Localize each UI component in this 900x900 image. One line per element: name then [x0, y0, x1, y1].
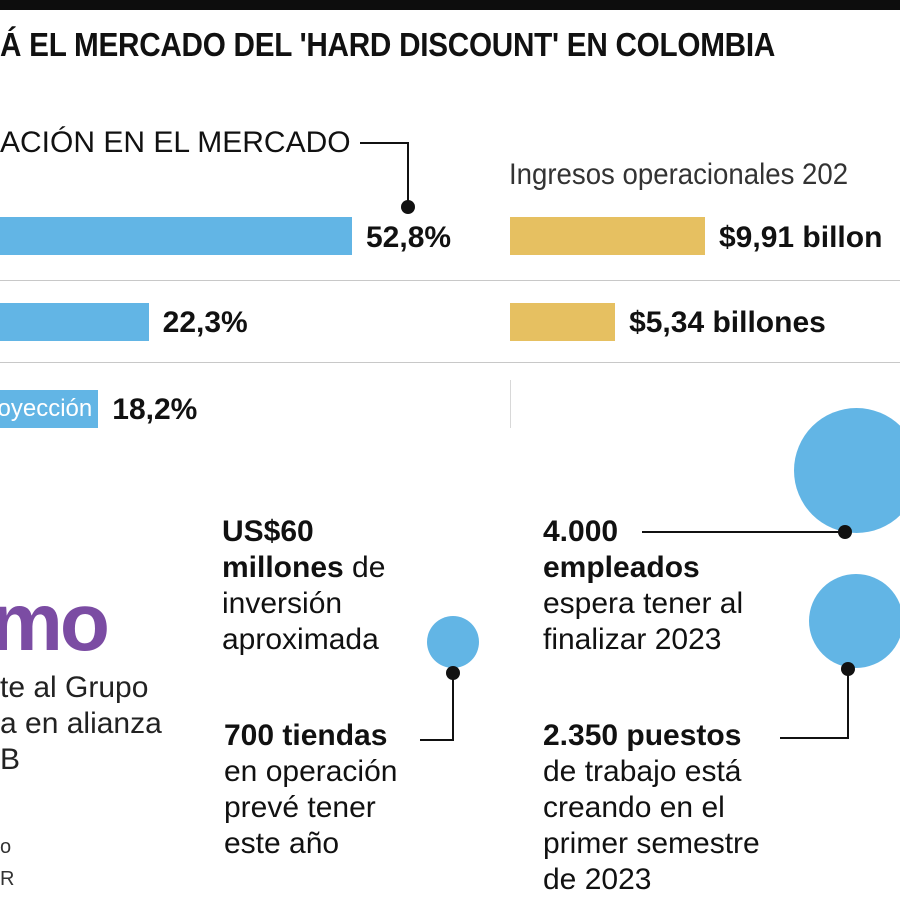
investment-line4: aproximada	[222, 623, 379, 656]
jobs-line5: de 2023	[543, 863, 652, 896]
stores-line3: prevé tener	[224, 791, 376, 824]
stores-line4: este año	[224, 827, 340, 860]
title-leader-v	[407, 142, 409, 206]
employees-leader-h	[642, 531, 842, 533]
revenue-value-2: $5,34 billones	[629, 306, 826, 339]
jobs-leader-v	[847, 668, 849, 738]
title-leader-dot	[401, 200, 415, 214]
stores-bubble	[427, 616, 479, 668]
stores-count: 700 tiendas	[224, 719, 388, 752]
jobs-line2: de trabajo está	[543, 755, 742, 788]
revenue-bar-1	[510, 217, 705, 255]
employees-fact: 4.000 empleados espera tener al finaliza…	[543, 514, 743, 658]
credit-line-2: R	[0, 868, 15, 890]
share-value-1: 52,8%	[366, 221, 452, 254]
top-rule	[0, 0, 900, 10]
share-value-3: 18,2%	[112, 393, 198, 426]
jobs-bubble	[809, 574, 900, 668]
company-logo: mo	[0, 577, 110, 668]
stores-line2: en operación	[224, 755, 398, 788]
investment-amount: US$60	[222, 515, 314, 548]
jobs-line4: primer semestre	[543, 827, 760, 860]
investment-connector: de	[343, 551, 386, 584]
column-divider	[510, 380, 511, 428]
company-note-3: B	[0, 743, 21, 776]
share-value-2: 22,3%	[162, 306, 248, 339]
employees-line4: finalizar 2023	[543, 623, 722, 656]
page-title: Á EL MERCADO DEL 'HARD DISCOUNT' EN COLO…	[0, 26, 776, 63]
revenue-value-1: $9,91 billon	[719, 221, 883, 254]
credit-line-1: o	[0, 836, 12, 858]
company-note-2: a en alianza	[0, 707, 162, 740]
row-divider-2	[0, 362, 900, 363]
share-bar-3: oyección	[0, 390, 99, 428]
projection-label: oyección	[0, 395, 93, 422]
share-bar-1	[0, 217, 352, 255]
stores-fact: 700 tiendas en operación prevé tener est…	[224, 718, 397, 862]
revenue-bar-2	[510, 303, 616, 341]
stores-leader-v	[452, 672, 454, 740]
share-bar-2	[0, 303, 149, 341]
row-divider-1	[0, 280, 900, 281]
jobs-count: 2.350 puestos	[543, 719, 742, 752]
jobs-leader-h	[780, 737, 849, 739]
jobs-fact: 2.350 puestos de trabajo está creando en…	[543, 718, 760, 898]
employees-unit: empleados	[543, 551, 700, 584]
employees-count: 4.000	[543, 515, 619, 548]
jobs-line3: creando en el	[543, 791, 725, 824]
investment-unit: millones	[222, 551, 344, 584]
investment-line3: inversión	[222, 587, 343, 620]
company-note-1: te al Grupo	[0, 671, 149, 704]
market-share-title: ACIÓN EN EL MERCADO	[0, 126, 351, 159]
revenue-title: Ingresos operacionales 202	[509, 158, 849, 191]
stores-leader-h	[420, 739, 454, 741]
employees-bubble	[794, 408, 900, 533]
employees-dot	[838, 525, 852, 539]
employees-line3: espera tener al	[543, 587, 744, 620]
title-leader-h	[360, 142, 408, 144]
investment-fact: US$60 millones de inversión aproximada	[222, 514, 385, 658]
